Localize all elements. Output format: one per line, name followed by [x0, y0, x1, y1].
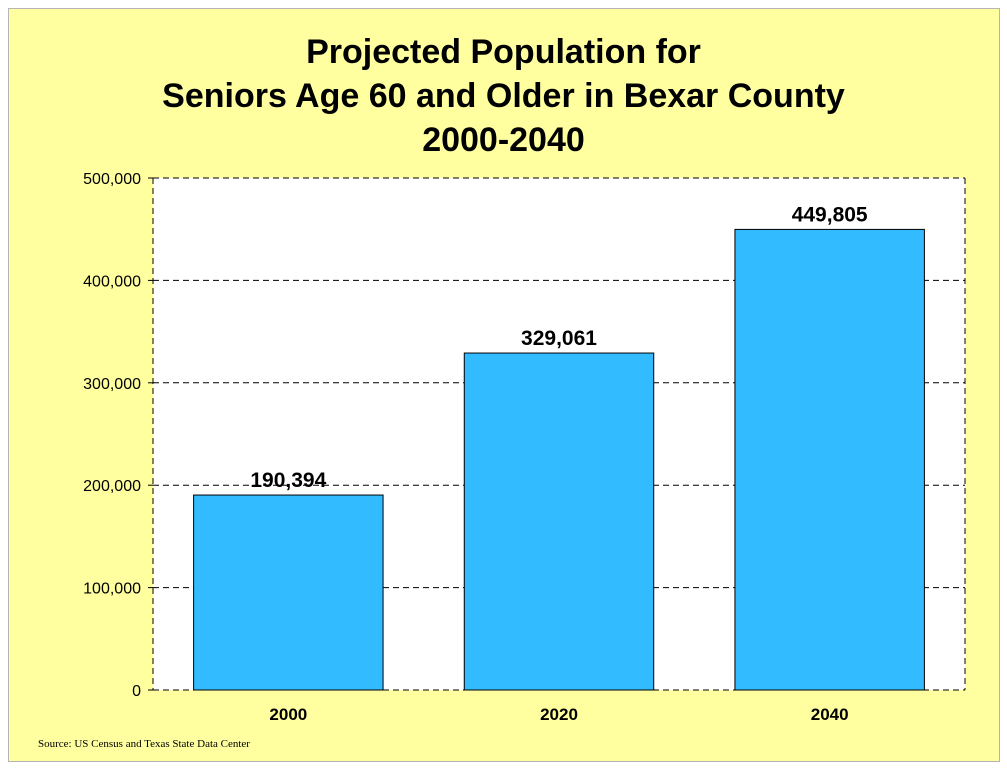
chart-title-line-1: Projected Population for: [306, 33, 701, 71]
y-tick-label: 400,000: [83, 273, 141, 290]
data-label-2000: 190,394: [250, 469, 326, 492]
data-label-2040: 449,805: [792, 203, 868, 226]
y-tick-label: 100,000: [83, 581, 141, 598]
chart-title: Projected Population for Seniors Age 60 …: [0, 30, 1007, 162]
data-label-2020: 329,061: [521, 327, 597, 350]
x-tick-label-2040: 2040: [811, 705, 849, 724]
x-tick-label-2020: 2020: [540, 705, 578, 724]
chart-title-line-2: Seniors Age 60 and Older in Bexar County: [162, 77, 845, 115]
chart-title-line-3: 2000-2040: [422, 121, 585, 159]
y-tick-label: 0: [132, 683, 141, 700]
bar-2040: [734, 228, 925, 691]
bar-2000: [193, 494, 384, 691]
source-note: Source: US Census and Texas State Data C…: [38, 738, 250, 750]
x-tick-label-2000: 2000: [269, 705, 307, 724]
y-tick-label: 300,000: [83, 376, 141, 393]
y-tick-label: 200,000: [83, 478, 141, 495]
y-tick-label: 500,000: [83, 171, 141, 188]
bar-2020: [463, 352, 655, 691]
